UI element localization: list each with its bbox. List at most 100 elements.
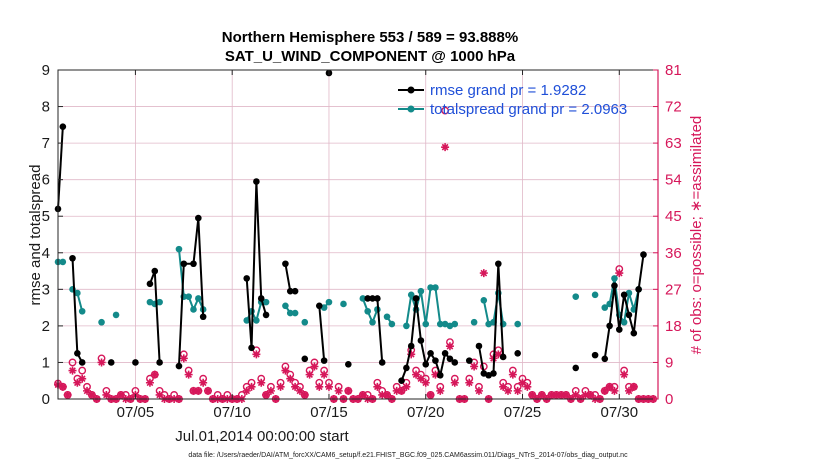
- obs-assimilated-point: [83, 386, 92, 395]
- rmse-point: [345, 360, 352, 368]
- spread-point: [243, 317, 251, 324]
- rmse-point: [640, 251, 647, 258]
- rmse-point: [436, 371, 444, 379]
- rmse-point: [398, 377, 405, 385]
- spread-point: [175, 245, 183, 253]
- obs-assimilated-point: [397, 386, 406, 395]
- obs-assimilated-point: [383, 390, 392, 399]
- rmse-point: [475, 342, 483, 350]
- rmse-point: [320, 357, 328, 364]
- obs-assimilated-point: [562, 390, 571, 399]
- rmse-point: [514, 350, 521, 357]
- rmse-point: [451, 359, 459, 366]
- obs-assimilated-point: [315, 382, 324, 391]
- obs-assimilated-point: [547, 390, 556, 399]
- chart-subtitle: SAT_U_WIND_COMPONENT @ 1000 hPa: [225, 48, 516, 65]
- obs-assimilated-point: [189, 386, 198, 395]
- spread-point: [340, 300, 347, 308]
- rmse-point: [107, 359, 115, 366]
- spread-point: [417, 287, 425, 295]
- rmse-point: [195, 214, 202, 222]
- spread-point: [364, 307, 371, 315]
- obs-assimilated-point: [252, 350, 261, 359]
- obs-assimilated-point: [281, 366, 290, 375]
- obs-assimilated-point: [605, 382, 614, 391]
- rmse-point: [257, 295, 265, 302]
- rmse-point: [59, 123, 67, 130]
- obs-assimilated-point: [286, 374, 295, 383]
- rmse-point: [74, 350, 81, 357]
- obs-possible-point: [441, 106, 449, 115]
- y-tick-label-left: 7: [42, 135, 50, 152]
- spread-point: [591, 291, 599, 299]
- y-tick-label-right: 0: [665, 391, 673, 408]
- rmse-point: [495, 260, 502, 268]
- legend-spread-label: totalspread grand pr = 2.0963: [430, 101, 627, 118]
- spread-point: [262, 298, 270, 306]
- obs-possible-point: [68, 358, 77, 367]
- rmse-point: [441, 350, 449, 357]
- rmse-point: [412, 295, 420, 302]
- obs-assimilated-point: [499, 382, 508, 391]
- rmse-point: [403, 364, 410, 372]
- obs-assimilated-point: [310, 362, 319, 371]
- obs-assimilated-point: [523, 382, 532, 391]
- obs-assimilated-point: [412, 370, 421, 379]
- spread-point: [156, 298, 163, 306]
- obs-assimilated-point: [58, 382, 67, 391]
- rmse-point: [364, 295, 371, 302]
- obs-assimilated-point: [150, 370, 159, 379]
- spread-point: [98, 318, 105, 326]
- spread-point: [514, 320, 521, 328]
- rmse-point: [446, 355, 454, 363]
- obs-assimilated-point: [102, 390, 111, 399]
- obs-assimilated-point: [436, 386, 445, 395]
- obs-assimilated-point: [518, 378, 527, 387]
- rmse-point: [630, 329, 638, 337]
- rmse-point: [620, 291, 628, 299]
- spread-point: [611, 275, 618, 282]
- rmse-point: [606, 322, 613, 330]
- spread-point: [359, 295, 367, 302]
- y-axis-label-right: # of obs: o=possible; ∗=assimilated: [688, 116, 705, 355]
- y-tick-label-right: 63: [665, 135, 682, 152]
- rmse-point: [635, 286, 642, 293]
- obs-assimilated-point: [204, 386, 212, 395]
- y-tick-label-right: 9: [665, 354, 673, 371]
- y-tick-label-left: 9: [42, 62, 50, 79]
- obs-assimilated-point: [179, 354, 188, 363]
- obs-assimilated-point: [97, 358, 106, 367]
- x-axis-label: Jul.01,2014 00:00:00 start: [175, 428, 349, 445]
- obs-assimilated-point: [334, 386, 343, 395]
- obs-assimilated-point: [470, 362, 479, 371]
- obs-possible-point: [78, 366, 87, 375]
- rmse-point: [611, 282, 618, 289]
- y-tick-label-left: 4: [42, 245, 50, 262]
- y-tick-label-left: 8: [42, 99, 50, 116]
- obs-assimilated-point: [266, 386, 275, 395]
- spread-point: [432, 284, 439, 291]
- spread-point: [253, 317, 260, 324]
- obs-assimilated-point: [581, 390, 590, 399]
- rmse-point: [291, 287, 299, 295]
- spread-point: [388, 320, 396, 328]
- obs-assimilated-point: [624, 386, 633, 395]
- rmse-point: [253, 178, 260, 185]
- rmse-line: [177, 217, 205, 367]
- obs-assimilated-point: [242, 386, 251, 395]
- obs-assimilated-point: [145, 378, 154, 387]
- spread-point: [572, 293, 580, 300]
- obs-assimilated-point: [629, 382, 638, 391]
- spread-point: [451, 320, 459, 328]
- obs-assimilated-point: [300, 390, 309, 399]
- spread-point: [470, 318, 478, 326]
- y-tick-label-right: 81: [665, 62, 682, 79]
- rmse-point: [282, 260, 289, 268]
- x-tick-label: 07/30: [601, 404, 639, 421]
- rmse-point: [248, 344, 255, 352]
- obs-assimilated-point: [247, 382, 256, 391]
- spread-point: [78, 307, 86, 315]
- obs-assimilated-point: [199, 378, 208, 387]
- rmse-point: [78, 359, 86, 366]
